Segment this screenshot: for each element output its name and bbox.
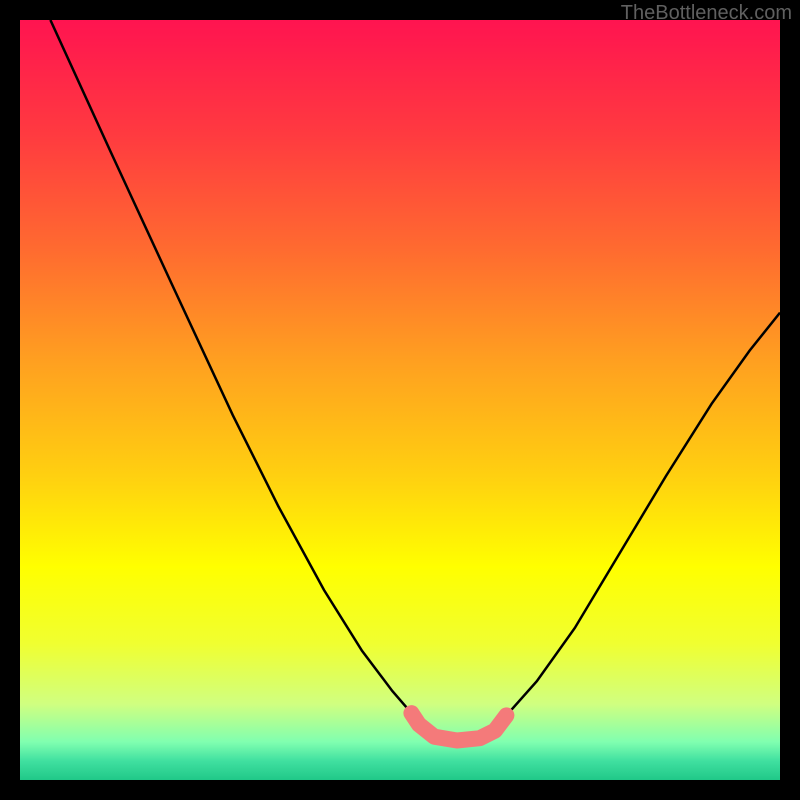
v-curve-right xyxy=(506,313,780,716)
curve-overlay xyxy=(20,20,780,780)
watermark-text: TheBottleneck.com xyxy=(621,2,792,25)
accent-valley xyxy=(411,713,506,740)
chart-container: TheBottleneck.com xyxy=(0,0,800,800)
v-curve-left xyxy=(50,20,411,713)
plot-area xyxy=(20,20,780,780)
